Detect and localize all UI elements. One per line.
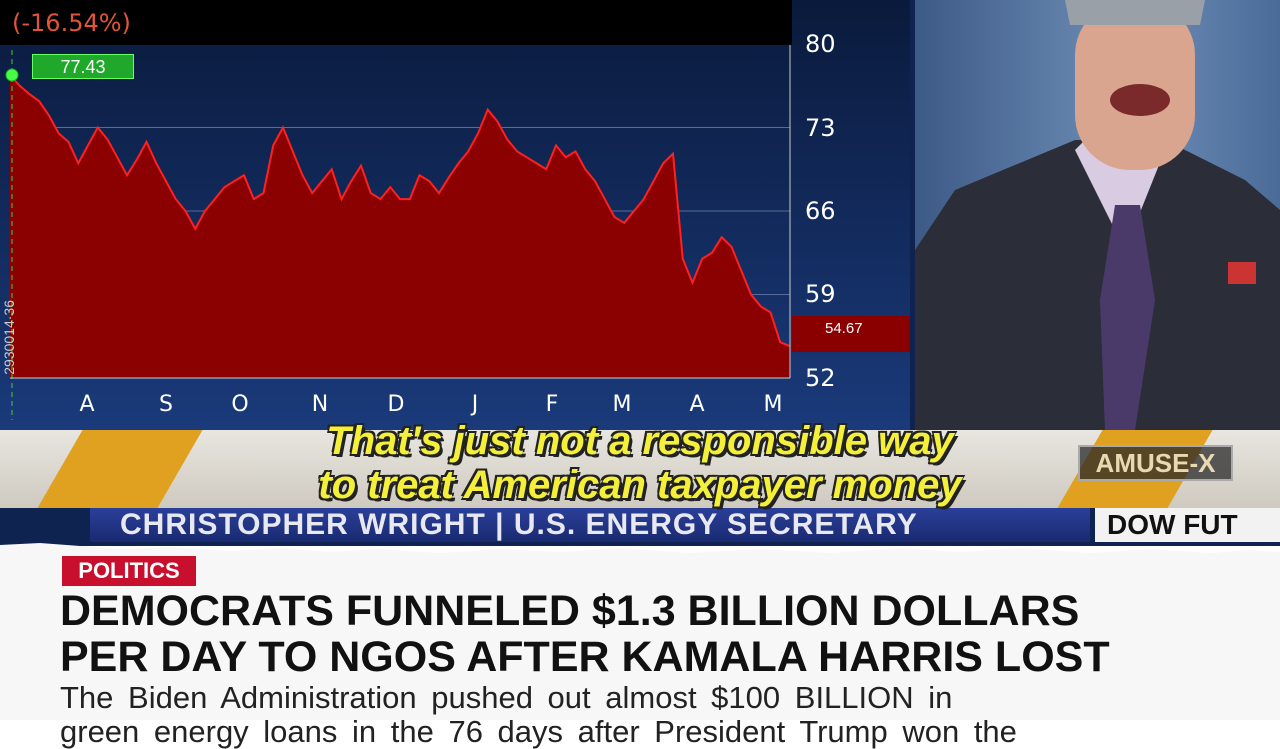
chart-plot [5, 43, 791, 420]
last-price-band [792, 316, 910, 352]
stock-chart: (-16.54%) 77.43 54.67 80 73 66 59 52 A S… [0, 0, 910, 430]
price-line [9, 74, 791, 348]
y-tick: 52 [805, 364, 836, 392]
percent-change: (-16.54%) [12, 9, 131, 37]
speaker-video [915, 0, 1280, 430]
x-tick: F [545, 392, 559, 417]
high-marker-dot [5, 68, 19, 82]
x-tick: M [612, 392, 632, 417]
y-tick: 59 [805, 280, 836, 308]
x-tick: D [387, 392, 405, 417]
amusex-logo: AMUSE-X [1078, 445, 1233, 481]
speaker-image [915, 0, 1280, 430]
subtitle-line-1: That's just not a responsible way [326, 419, 954, 463]
y-tick: 66 [805, 197, 836, 225]
x-tick: A [689, 392, 705, 417]
x-tick: A [79, 392, 95, 417]
video-frame: (-16.54%) 77.43 54.67 80 73 66 59 52 A S… [0, 0, 1280, 546]
x-tick: J [471, 392, 479, 417]
body-line-2: green energy loans in the 76 days after … [60, 714, 1017, 749]
chart-header: (-16.54%) [0, 0, 792, 45]
last-price-label: 54.67 [825, 320, 863, 337]
y-tick: 73 [805, 114, 836, 142]
x-tick: N [311, 392, 329, 417]
flag-pin-icon [1228, 262, 1256, 284]
torn-paper-edge [0, 0, 1280, 720]
x-tick: S [159, 392, 173, 417]
price-area [10, 75, 790, 378]
subtitle-line-2: to treat American taxpayer money [318, 463, 962, 507]
ticker-dow: DOW FUT [1095, 508, 1280, 542]
ticker-band [0, 430, 1280, 508]
high-price-label: 77.43 [32, 54, 134, 79]
x-tick: M [763, 392, 783, 417]
x-tick: O [231, 392, 249, 417]
y-tick: 80 [805, 30, 836, 58]
lower-third-name: CHRISTOPHER WRIGHT | U.S. ENERGY SECRETA… [90, 508, 1090, 542]
